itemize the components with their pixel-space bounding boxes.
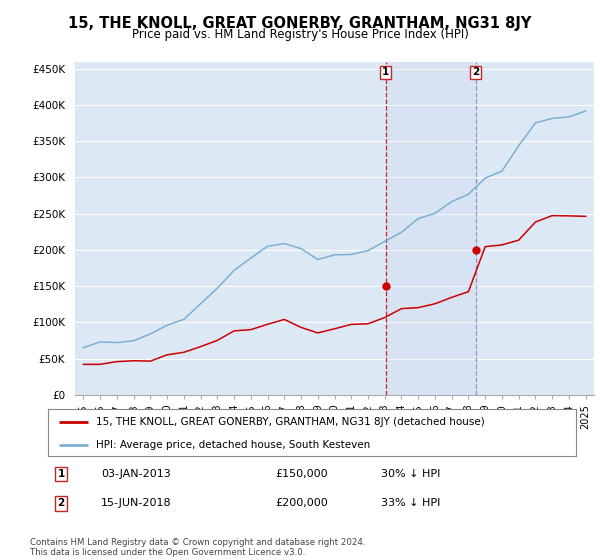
Text: 15, THE KNOLL, GREAT GONERBY, GRANTHAM, NG31 8JY (detached house): 15, THE KNOLL, GREAT GONERBY, GRANTHAM, …	[95, 417, 484, 427]
Text: HPI: Average price, detached house, South Kesteven: HPI: Average price, detached house, Sout…	[95, 440, 370, 450]
Bar	[386, 62, 476, 395]
Text: 30% ↓ HPI: 30% ↓ HPI	[380, 469, 440, 479]
Text: 03-JAN-2013: 03-JAN-2013	[101, 469, 170, 479]
Text: 1: 1	[58, 469, 65, 479]
Text: £150,000: £150,000	[275, 469, 328, 479]
Text: £200,000: £200,000	[275, 498, 328, 508]
Text: 15-JUN-2018: 15-JUN-2018	[101, 498, 172, 508]
Text: Price paid vs. HM Land Registry's House Price Index (HPI): Price paid vs. HM Land Registry's House …	[131, 28, 469, 41]
Text: 2: 2	[472, 67, 479, 77]
Text: 33% ↓ HPI: 33% ↓ HPI	[380, 498, 440, 508]
Text: 1: 1	[382, 67, 389, 77]
Text: Contains HM Land Registry data © Crown copyright and database right 2024.
This d: Contains HM Land Registry data © Crown c…	[30, 538, 365, 557]
Text: 15, THE KNOLL, GREAT GONERBY, GRANTHAM, NG31 8JY: 15, THE KNOLL, GREAT GONERBY, GRANTHAM, …	[68, 16, 532, 31]
Text: 2: 2	[58, 498, 65, 508]
